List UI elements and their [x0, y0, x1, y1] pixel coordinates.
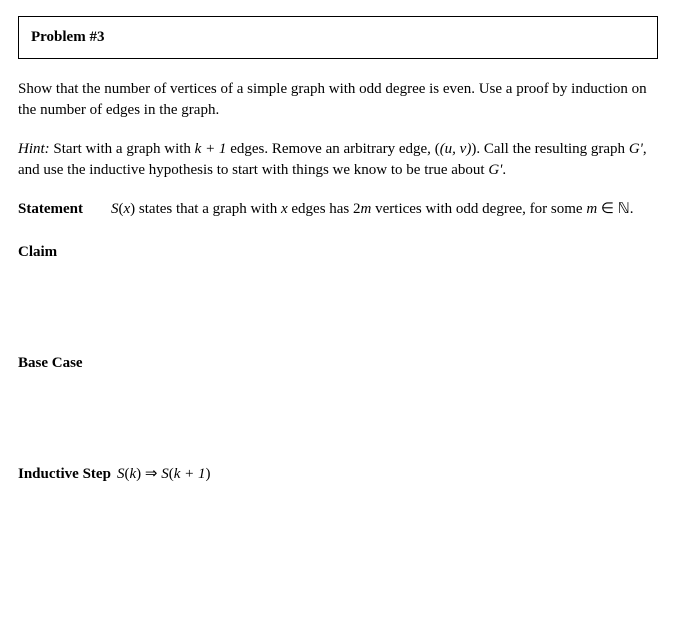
ind-pc2: ): [205, 466, 210, 482]
hint-math-2: ((u, v)): [435, 141, 477, 157]
ind-implies: ⇒: [141, 466, 161, 482]
hint-math-3: G': [629, 141, 643, 157]
statement-text: S(x) states that a graph with x edges ha…: [111, 199, 658, 220]
problem-header: Problem #3: [31, 27, 645, 48]
statement-label: Statement: [18, 199, 83, 220]
hint-text-2: edges. Remove an arbitrary edge,: [226, 141, 434, 157]
problem-hint: Hint: Start with a graph with k + 1 edge…: [18, 139, 658, 181]
stmt-text-1: states that a graph with: [135, 201, 281, 217]
stmt-nat: ℕ: [618, 201, 630, 217]
claim-label: Claim: [18, 242, 57, 263]
hint-text-1: Start with a graph with: [50, 141, 195, 157]
ind-k2: k + 1: [174, 466, 206, 482]
stmt-text-2: edges has: [288, 201, 353, 217]
base-case-label: Base Case: [18, 353, 83, 374]
statement-section: Statement S(x) states that a graph with …: [18, 199, 658, 220]
hint-text-5: .: [502, 162, 506, 178]
inductive-label: Inductive Step: [18, 464, 111, 485]
hint-math-1: k + 1: [195, 141, 227, 157]
stmt-var-x: x: [281, 201, 288, 217]
hint-label: Hint:: [18, 141, 50, 157]
stmt-var-m: m: [586, 201, 597, 217]
hint-math-4: G': [488, 162, 502, 178]
inductive-step-section: Inductive Step S(k) ⇒ S(k + 1): [18, 464, 658, 485]
claim-section: Claim: [18, 242, 658, 263]
stmt-elem: ∈: [597, 201, 618, 217]
stmt-var-2m: 2m: [353, 201, 371, 217]
problem-intro: Show that the number of vertices of a si…: [18, 79, 658, 121]
stmt-text-3: vertices with odd degree, for some: [371, 201, 586, 217]
inductive-formula: S(k) ⇒ S(k + 1): [117, 464, 211, 485]
hint-text-3: . Call the resulting graph: [476, 141, 628, 157]
base-case-section: Base Case: [18, 353, 658, 374]
ind-S2: S: [161, 466, 169, 482]
stmt-text-4: .: [630, 201, 634, 217]
problem-header-box: Problem #3: [18, 16, 658, 59]
